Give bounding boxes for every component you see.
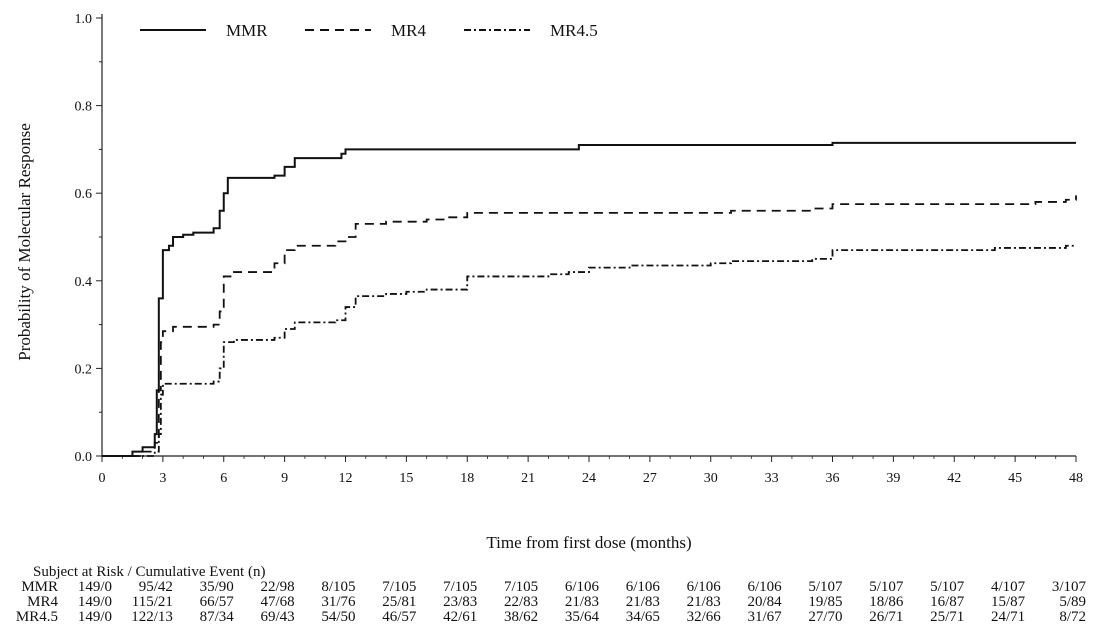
x-axis-title: Time from first dose (months) [486, 533, 691, 552]
risk-row-label: MR4 [27, 594, 58, 610]
risk-cell: 54/50 [321, 609, 355, 625]
risk-row-label: MR4.5 [16, 609, 58, 625]
risk-cell: 46/57 [382, 609, 417, 625]
x-tick-label: 15 [399, 471, 413, 486]
y-tick-label: 0.0 [75, 450, 93, 465]
risk-cell: 95/42 [139, 579, 173, 595]
risk-cell: 27/70 [808, 609, 842, 625]
risk-cell: 3/107 [1052, 579, 1087, 595]
risk-cell: 5/89 [1059, 594, 1086, 610]
y-axis-title: Probability of Molecular Response [15, 123, 34, 361]
y-tick-label: 0.2 [75, 362, 93, 377]
risk-cell: 122/13 [131, 609, 173, 625]
x-tick-label: 0 [99, 471, 106, 486]
x-tick-label: 36 [826, 471, 840, 486]
risk-cell: 16/87 [930, 594, 965, 610]
x-tick-label: 42 [947, 471, 961, 486]
risk-cell: 69/43 [260, 609, 294, 625]
risk-cell: 21/83 [626, 594, 660, 610]
risk-cell: 66/57 [200, 594, 235, 610]
risk-cell: 6/106 [565, 579, 600, 595]
legend-label: MR4.5 [550, 21, 598, 40]
risk-cell: 19/85 [808, 594, 842, 610]
y-tick-label: 0.6 [75, 187, 93, 202]
risk-cell: 87/34 [200, 609, 235, 625]
risk-cell: 5/107 [869, 579, 904, 595]
risk-cell: 8/105 [321, 579, 355, 595]
risk-cell: 35/64 [565, 609, 600, 625]
risk-cell: 31/67 [747, 609, 782, 625]
risk-cell: 4/107 [991, 579, 1026, 595]
risk-cell: 149/0 [78, 594, 112, 610]
y-tick-label: 0.8 [75, 100, 93, 115]
x-tick-label: 6 [220, 471, 227, 486]
risk-cell: 18/86 [869, 594, 904, 610]
risk-cell: 25/81 [382, 594, 416, 610]
x-tick-label: 27 [643, 471, 657, 486]
risk-table-header: Subject at Risk / Cumulative Event (n) [33, 564, 265, 580]
x-tick-label: 39 [886, 471, 900, 486]
y-tick-label: 0.4 [75, 275, 93, 290]
x-tick-label: 12 [339, 471, 353, 486]
risk-cell: 26/71 [869, 609, 903, 625]
risk-cell: 21/83 [565, 594, 599, 610]
risk-cell: 47/68 [260, 594, 294, 610]
x-tick-label: 30 [704, 471, 718, 486]
x-tick-label: 45 [1008, 471, 1022, 486]
series-line-mr4 [102, 195, 1077, 457]
series-line-mr4-5 [102, 244, 1076, 457]
risk-cell: 7/105 [382, 579, 416, 595]
x-tick-label: 18 [460, 471, 474, 486]
risk-cell: 149/0 [78, 609, 112, 625]
risk-cell: 6/106 [687, 579, 722, 595]
risk-cell: 24/71 [991, 609, 1025, 625]
risk-cell: 34/65 [626, 609, 660, 625]
risk-cell: 6/106 [747, 579, 782, 595]
risk-cell: 7/105 [443, 579, 477, 595]
risk-cell: 31/76 [321, 594, 356, 610]
risk-cell: 23/83 [443, 594, 477, 610]
risk-cell: 22/98 [260, 579, 294, 595]
risk-cell: 20/84 [747, 594, 782, 610]
risk-cell: 149/0 [78, 579, 112, 595]
series-line-mmr [102, 141, 1076, 457]
risk-cell: 8/72 [1059, 609, 1086, 625]
risk-cell: 22/83 [504, 594, 538, 610]
x-tick-label: 48 [1069, 471, 1083, 486]
risk-cell: 7/105 [504, 579, 538, 595]
legend-label: MR4 [391, 21, 426, 40]
y-tick-label: 1.0 [75, 12, 93, 27]
risk-cell: 21/83 [687, 594, 721, 610]
risk-cell: 42/61 [443, 609, 477, 625]
risk-cell: 25/71 [930, 609, 964, 625]
risk-cell: 5/107 [808, 579, 843, 595]
risk-cell: 32/66 [687, 609, 722, 625]
risk-cell: 6/106 [626, 579, 661, 595]
x-tick-label: 21 [521, 471, 535, 486]
x-tick-label: 3 [159, 471, 166, 486]
risk-cell: 15/87 [991, 594, 1026, 610]
risk-cell: 115/21 [132, 594, 173, 610]
x-tick-label: 24 [582, 471, 596, 486]
risk-row-label: MMR [21, 579, 58, 595]
x-tick-label: 9 [281, 471, 288, 486]
legend-label: MMR [226, 21, 268, 40]
risk-cell: 5/107 [930, 579, 965, 595]
x-tick-label: 33 [765, 471, 779, 486]
risk-cell: 35/90 [200, 579, 234, 595]
risk-cell: 38/62 [504, 609, 538, 625]
